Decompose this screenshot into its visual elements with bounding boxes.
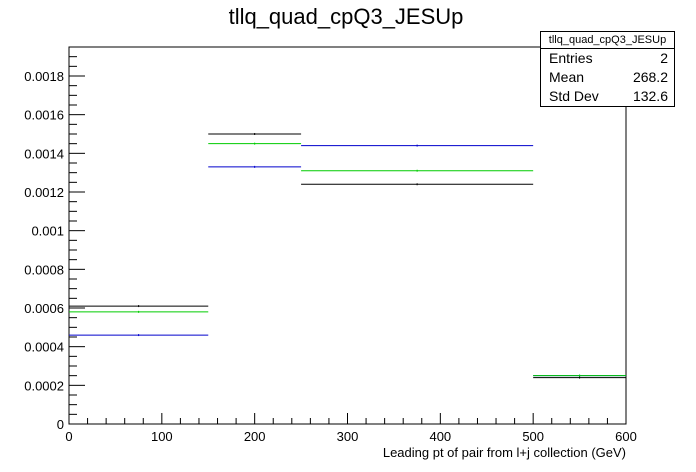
stats-value: 2	[660, 50, 668, 66]
y-tick-label: 0.0004	[24, 340, 64, 355]
y-tick-label: 0.0014	[24, 146, 64, 161]
stats-label: Entries	[549, 50, 593, 66]
stats-label: Std Dev	[549, 88, 599, 104]
y-tick-label: 0.0006	[24, 301, 64, 316]
x-tick-label: 200	[244, 429, 266, 444]
y-tick-label: 0.001	[31, 224, 64, 239]
histogram-series-0	[69, 133, 626, 379]
x-tick-label: 600	[615, 429, 637, 444]
x-tick-label: 500	[522, 429, 544, 444]
x-tick-label: 0	[65, 429, 72, 444]
histogram-series-1	[69, 144, 626, 377]
y-tick-label: 0.0018	[24, 69, 64, 84]
y-tick-label: 0	[57, 417, 64, 432]
y-tick-label: 0.0012	[24, 185, 64, 200]
y-tick-label: 0.0002	[24, 378, 64, 393]
y-axis: 0 0.0002 0.0004 0.0006 0.0008 0.001 0.0012 0.00…	[24, 46, 85, 432]
stats-box: tllq_quad_cpQ3_JESUp Entries 2 Mean 268.…	[540, 31, 675, 107]
x-axis: 0 100 200 300 400 500 600	[65, 413, 637, 444]
y-tick-label: 0.0008	[24, 262, 64, 277]
stats-value: 132.6	[632, 88, 668, 104]
y-tick-label: 0.0016	[24, 108, 64, 123]
stats-row-mean: Mean 268.2	[541, 68, 674, 87]
stats-row-entries: Entries 2	[541, 49, 674, 68]
chart-title: tllq_quad_cpQ3_JESUp	[229, 4, 464, 29]
x-tick-label: 100	[151, 429, 173, 444]
x-tick-label: 300	[337, 429, 359, 444]
histogram-series	[69, 133, 626, 379]
stats-label: Mean	[549, 69, 585, 85]
histogram-series-2	[69, 142, 626, 377]
stats-value: 268.2	[632, 69, 668, 85]
x-axis-title: Leading pt of pair from l+j collection (…	[383, 445, 626, 460]
x-tick-label: 400	[429, 429, 451, 444]
stats-row-stddev: Std Dev 132.6	[541, 87, 674, 106]
stats-title: tllq_quad_cpQ3_JESUp	[541, 32, 674, 49]
